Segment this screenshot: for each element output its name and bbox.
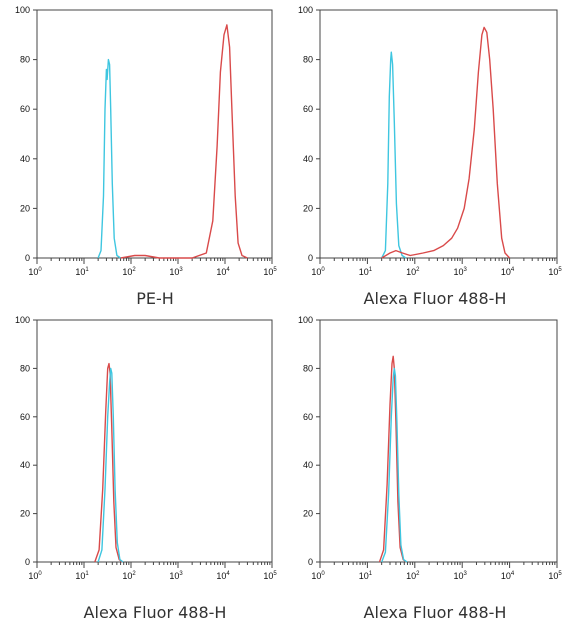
x-tick-label: 101 [359,571,373,581]
histogram-series-1 [378,355,407,563]
plot-frame [36,9,273,259]
histogram-series-2 [97,367,124,563]
x-tick-label: 103 [169,267,183,277]
x-tick-label: 101 [75,571,89,581]
x-tick-label: 105 [263,267,277,277]
x-tick-label: 104 [216,267,230,277]
y-tick-label: 80 [20,55,30,65]
x-tick-label: 102 [122,267,136,277]
histogram-series-1 [94,362,123,563]
x-tick-label: 103 [454,571,468,581]
y-tick-label: 60 [20,104,30,114]
histogram-plot: 0 20 40 60 80 100 100 101 102 103 104 105 [298,315,562,581]
y-tick-label: 100 [15,315,30,325]
plot-frame [36,319,273,563]
x-tick-label: 105 [548,571,562,581]
x-tick-label: 103 [454,267,468,277]
x-tick-label: 105 [263,571,277,581]
y-tick-label: 100 [298,5,313,15]
x-axis-label: Alexa Fluor 488-H [363,289,507,308]
y-tick-label: 0 [25,557,30,567]
y-tick-label: 60 [20,412,30,422]
x-tick-label: 105 [548,267,562,277]
x-tick-label: 101 [75,267,89,277]
x-tick-label: 104 [501,267,515,277]
plot-frame [319,9,558,259]
y-tick-label: 80 [303,363,313,373]
histogram-panel-bottom-left: 0 20 40 60 80 100 100 101 102 103 104 105 [0,310,283,600]
histogram-plot: 0 20 40 60 80 100 100 101 102 103 104 105 [15,5,277,277]
y-tick-label: 40 [20,460,30,470]
x-axis-label: PE-H [136,289,174,308]
y-tick-label: 60 [303,104,313,114]
y-tick-label: 0 [308,557,313,567]
y-tick-label: 100 [298,315,313,325]
y-tick-label: 40 [303,460,313,470]
y-tick-label: 20 [20,203,30,213]
histogram-series-2 [381,367,408,563]
y-tick-label: 20 [20,509,30,519]
x-tick-label: 100 [28,267,42,277]
x-tick-label: 100 [311,571,325,581]
histogram-series-2 [120,24,248,259]
x-tick-label: 102 [406,267,420,277]
y-tick-label: 40 [303,154,313,164]
y-tick-label: 100 [15,5,30,15]
y-tick-label: 60 [303,412,313,422]
histogram-series-1 [97,58,121,259]
histogram-panel-bottom-right: 0 20 40 60 80 100 100 101 102 103 104 105 [283,310,566,600]
histogram-panel-top-right: 0 20 40 60 80 100 100 101 102 103 104 105 [283,0,566,290]
y-tick-label: 0 [308,253,313,263]
x-tick-label: 100 [311,267,325,277]
x-axis-label: Alexa Fluor 488-H [83,603,227,622]
x-tick-label: 104 [501,571,515,581]
y-tick-label: 80 [303,55,313,65]
histogram-series-2 [381,26,511,259]
x-tick-label: 104 [216,571,230,581]
y-tick-label: 0 [25,253,30,263]
y-tick-label: 40 [20,154,30,164]
histogram-plot: 0 20 40 60 80 100 100 101 102 103 104 105 [298,5,562,277]
histogram-series-1 [381,51,407,259]
y-tick-label: 20 [303,509,313,519]
x-axis-label: Alexa Fluor 488-H [363,603,507,622]
histogram-plot: 0 20 40 60 80 100 100 101 102 103 104 105 [15,315,277,581]
x-tick-label: 100 [28,571,42,581]
y-tick-label: 80 [20,363,30,373]
x-tick-label: 102 [122,571,136,581]
y-tick-label: 20 [303,203,313,213]
x-tick-label: 101 [359,267,373,277]
histogram-panel-top-left: 0 20 40 60 80 100 100 101 102 103 104 105 [0,0,283,290]
x-tick-label: 102 [406,571,420,581]
x-tick-label: 103 [169,571,183,581]
plot-frame [319,319,558,563]
